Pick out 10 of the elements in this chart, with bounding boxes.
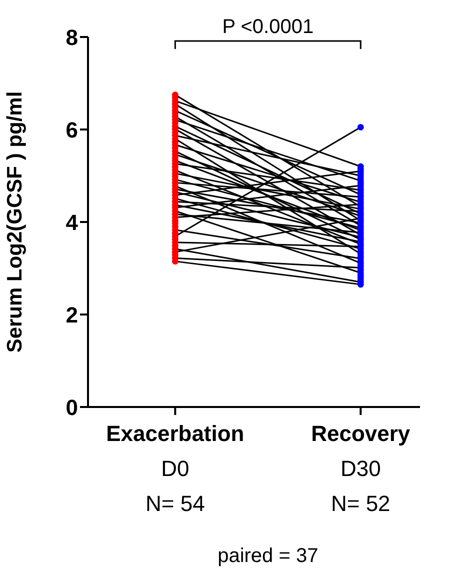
x-tick-label: Recovery D30 N= 52 [311,421,411,516]
annotation: P <0.0001 [222,16,314,38]
y-tick-label: 4 [66,210,79,235]
y-tick-label: 8 [66,24,78,50]
y-axis-title: Serum Log2(GCSF ) pg/ml [3,91,26,353]
y-tick-label: 6 [66,117,78,142]
x-tick-label: Exacerbation D0 N= 54 [106,421,244,516]
text: paired = 37 [218,545,318,567]
y-tick-label: 0 [66,394,78,420]
y-tick-label: 2 [66,302,78,328]
